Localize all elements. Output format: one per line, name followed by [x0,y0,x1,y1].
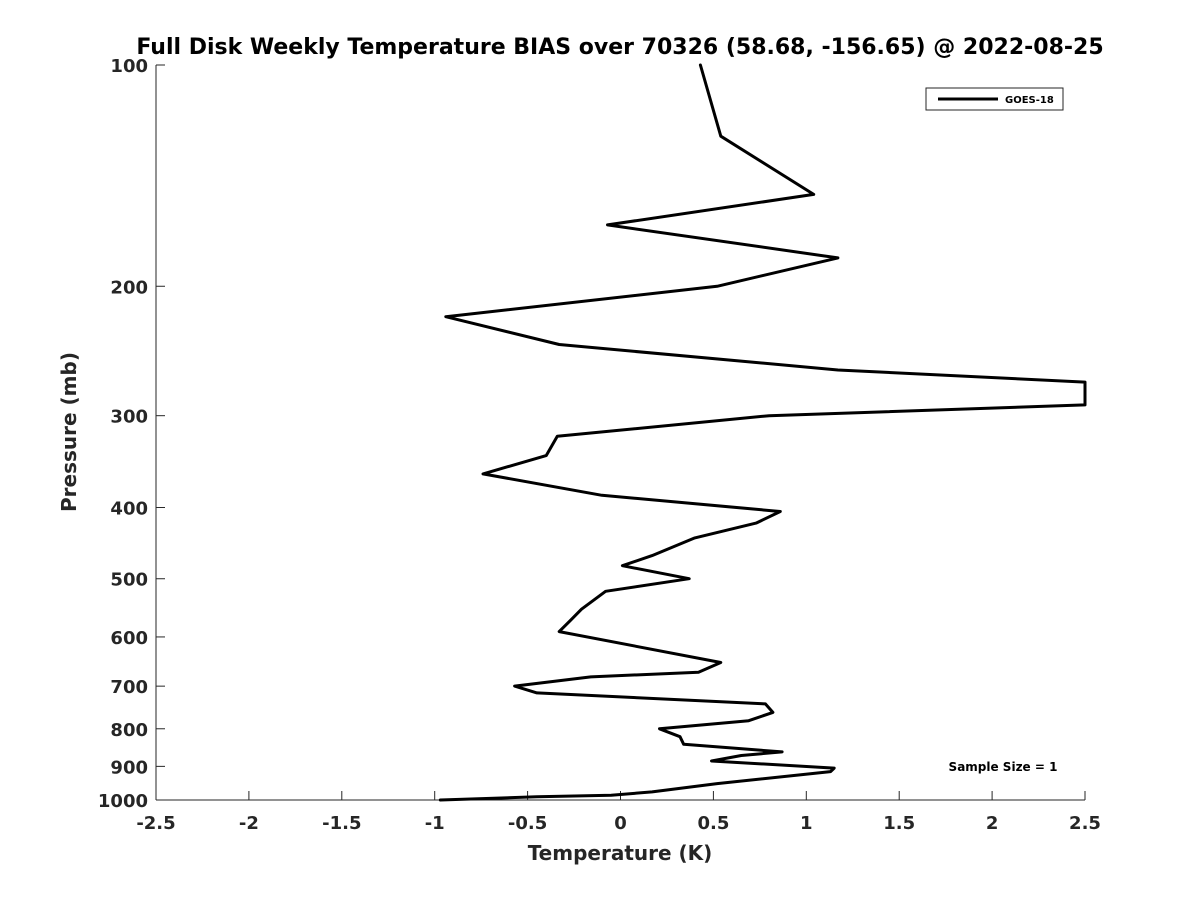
x-tick-label: 1.5 [883,813,915,834]
x-tick-label: 0.5 [697,813,729,834]
y-tick-label: 700 [110,677,148,698]
x-tick-label: 2 [986,813,999,834]
x-tick-label: -2.5 [136,813,175,834]
sample-size-annotation: Sample Size = 1 [949,760,1058,774]
y-axis-label: Pressure (mb) [57,352,81,512]
x-tick-label: 2.5 [1069,813,1101,834]
y-tick-label: 100 [110,56,148,77]
plot-axes [155,65,1085,801]
series-line-goes-18 [438,63,1087,802]
series-layer [438,63,1087,802]
y-tick-label: 300 [110,407,148,428]
x-tick-label: -2 [239,813,259,834]
y-tick-label: 900 [110,757,148,778]
y-tick-label: 800 [110,720,148,741]
y-tick-label: 400 [110,499,148,520]
x-tick-label: -0.5 [508,813,547,834]
chart-title: Full Disk Weekly Temperature BIAS over 7… [136,35,1103,60]
y-tick-label: 1000 [98,791,148,812]
y-tick-label: 200 [110,277,148,298]
x-tick-label: 0 [614,813,627,834]
legend-label-goes-18: GOES-18 [1005,95,1054,106]
y-tick-label: 500 [110,570,148,591]
x-axis-ticks: -2.5 -2 -1.5 -1 -0.5 0 0.5 1 1.5 2 2.5 [136,791,1101,834]
y-axis-ticks: 100 200 300 400 500 600 700 800 900 1000 [98,56,165,812]
legend: GOES-18 [925,87,1064,111]
x-axis-label: Temperature (K) [528,841,713,865]
x-tick-label: -1 [425,813,445,834]
y-tick-label: 600 [110,628,148,649]
x-tick-label: 1 [800,813,813,834]
x-tick-label: -1.5 [322,813,361,834]
